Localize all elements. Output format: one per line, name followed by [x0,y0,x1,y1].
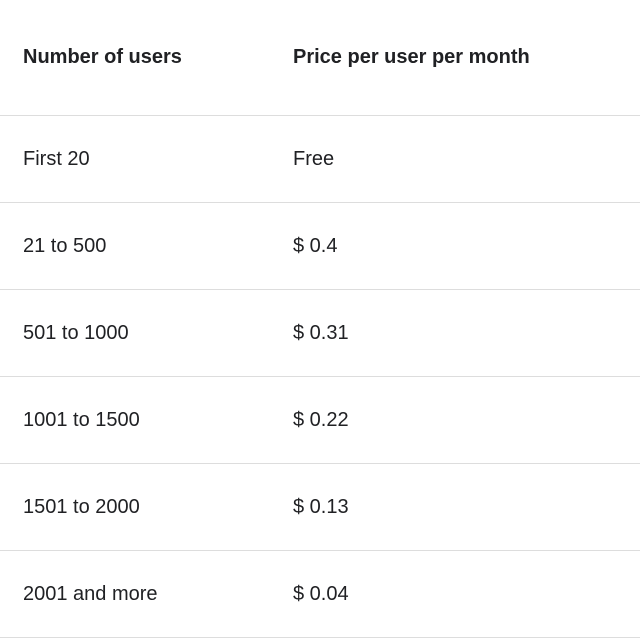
table-row: 21 to 500 $ 0.4 [0,202,640,290]
users-cell: First 20 [0,115,293,203]
price-cell: $ 0.04 [293,550,640,638]
users-cell: 501 to 1000 [0,289,293,377]
price-cell: $ 0.31 [293,289,640,377]
table-row: First 20 Free [0,115,640,203]
column-header-users: Number of users [0,0,293,116]
header-row: Number of users Price per user per month [0,0,640,116]
users-cell: 1501 to 2000 [0,463,293,551]
table-row: 1501 to 2000 $ 0.13 [0,463,640,551]
table-row: 501 to 1000 $ 0.31 [0,289,640,377]
price-cell: $ 0.13 [293,463,640,551]
users-cell: 21 to 500 [0,202,293,290]
price-cell: Free [293,115,640,203]
table-row: 2001 and more $ 0.04 [0,550,640,638]
users-cell: 1001 to 1500 [0,376,293,464]
users-cell: 2001 and more [0,550,293,638]
column-header-price: Price per user per month [293,0,640,116]
price-cell: $ 0.4 [293,202,640,290]
price-cell: $ 0.22 [293,376,640,464]
table-row: 1001 to 1500 $ 0.22 [0,376,640,464]
